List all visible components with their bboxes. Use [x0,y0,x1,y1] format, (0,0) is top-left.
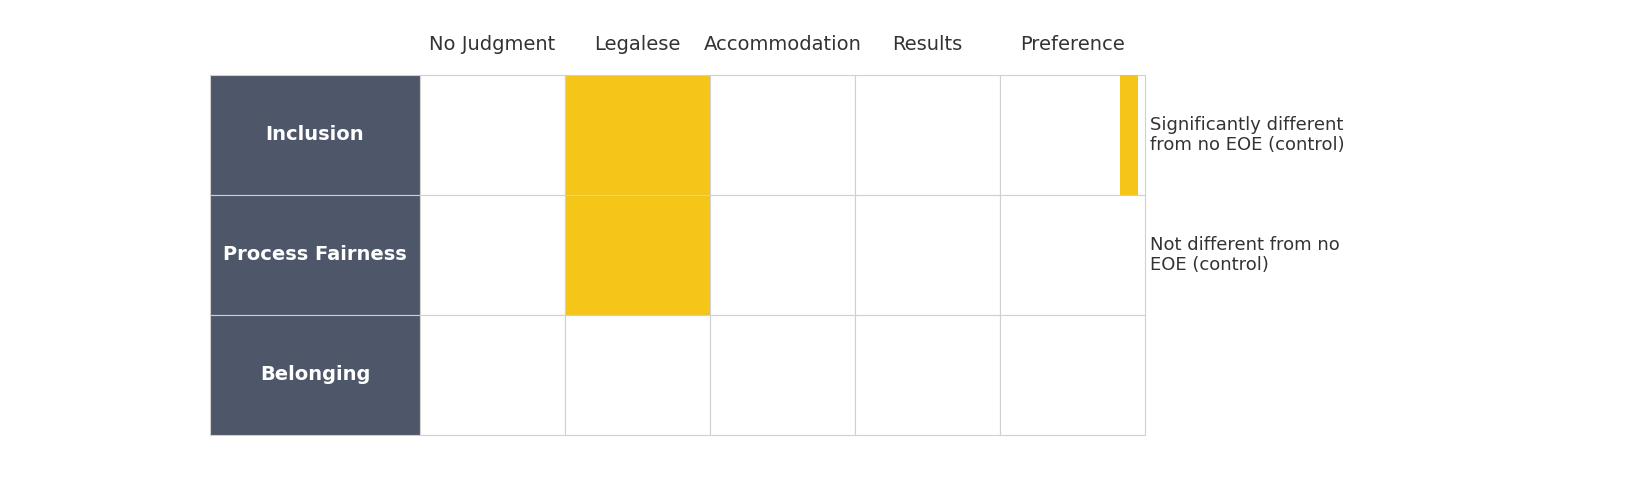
Bar [211,75,420,195]
Text: Inclusion: Inclusion [265,125,364,144]
Text: No Judgment: No Judgment [430,36,556,55]
Bar [1001,75,1146,195]
Bar [420,195,565,315]
Text: Accommodation: Accommodation [703,36,861,55]
Bar [709,315,854,435]
Text: Process Fairness: Process Fairness [224,245,407,264]
Bar [420,75,565,195]
Bar [565,315,709,435]
Bar [709,75,854,195]
Bar [565,195,709,315]
Text: Legalese: Legalese [594,36,681,55]
Bar [709,195,854,315]
Bar [420,315,565,435]
Bar [854,195,1001,315]
Text: Significantly different
from no EOE (control): Significantly different from no EOE (con… [1151,116,1345,154]
Bar [1001,315,1146,435]
Text: Preference: Preference [1021,36,1124,55]
Text: Belonging: Belonging [260,366,370,385]
Bar [211,315,420,435]
Bar [565,75,709,195]
Bar [1119,75,1137,195]
Bar [854,315,1001,435]
Bar [1001,195,1146,315]
Text: Not different from no
EOE (control): Not different from no EOE (control) [1151,236,1340,274]
Text: Results: Results [892,36,963,55]
Bar [211,195,420,315]
Bar [854,75,1001,195]
